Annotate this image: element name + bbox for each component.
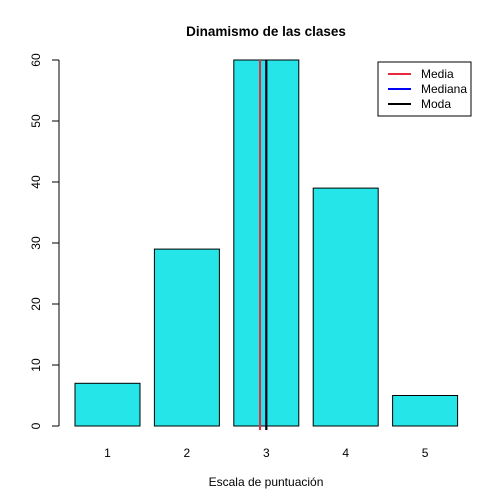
x-tick-label-3: 3	[263, 446, 270, 460]
legend-label-mediana: Mediana	[421, 82, 467, 96]
x-tick-label-1: 1	[104, 446, 111, 460]
bar-1	[74, 382, 141, 427]
chart-title: Dinamismo de las clases	[186, 24, 346, 39]
y-tick-label-60: 60	[29, 53, 43, 67]
reference-lines-group	[259, 60, 268, 430]
y-tick-label-20: 20	[29, 297, 43, 311]
y-tick-label-10: 10	[29, 358, 43, 372]
y-tick-label-0: 0	[29, 422, 43, 429]
x-tick-label-2: 2	[184, 446, 191, 460]
x-axis: 1 2 3 4 5	[104, 446, 429, 460]
legend-label-media: Media	[421, 67, 454, 81]
bar-4	[312, 187, 379, 427]
y-axis: 0 10 20 30 40 50 60	[29, 53, 60, 429]
legend-label-moda: Moda	[421, 97, 451, 111]
y-tick-label-30: 30	[29, 236, 43, 250]
x-axis-label: Escala de puntuación	[209, 475, 324, 489]
y-tick-label-50: 50	[29, 114, 43, 128]
x-tick-label-5: 5	[422, 446, 429, 460]
bar-5	[392, 395, 459, 427]
x-tick-label-4: 4	[342, 446, 349, 460]
bar-2	[153, 248, 220, 427]
y-tick-label-40: 40	[29, 175, 43, 189]
